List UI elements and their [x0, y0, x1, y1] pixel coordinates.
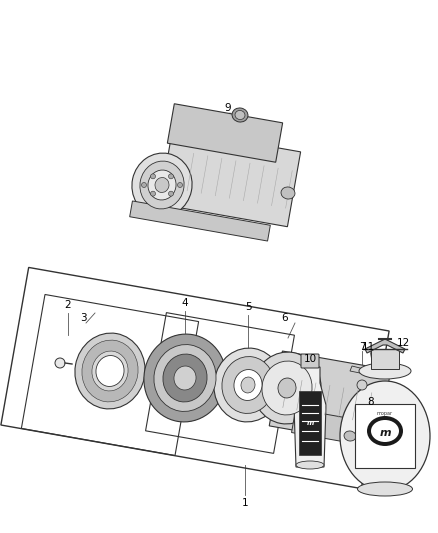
Ellipse shape: [253, 352, 321, 424]
Text: 9: 9: [225, 103, 231, 113]
Polygon shape: [292, 409, 378, 447]
Circle shape: [169, 174, 173, 179]
Polygon shape: [130, 201, 270, 241]
Ellipse shape: [82, 340, 138, 402]
Ellipse shape: [92, 351, 128, 391]
Polygon shape: [269, 351, 391, 445]
Polygon shape: [365, 339, 405, 353]
Text: 11: 11: [361, 342, 374, 352]
Ellipse shape: [278, 378, 296, 398]
Ellipse shape: [140, 161, 184, 209]
Ellipse shape: [144, 334, 226, 422]
Ellipse shape: [234, 369, 262, 400]
Ellipse shape: [222, 357, 274, 414]
Ellipse shape: [371, 420, 399, 442]
Ellipse shape: [174, 366, 196, 390]
Ellipse shape: [96, 356, 124, 386]
Ellipse shape: [214, 348, 282, 422]
Circle shape: [55, 358, 65, 368]
Polygon shape: [159, 130, 300, 227]
Circle shape: [151, 174, 155, 179]
Polygon shape: [355, 404, 415, 468]
Ellipse shape: [232, 108, 248, 122]
Text: 6: 6: [282, 313, 288, 323]
Polygon shape: [371, 349, 399, 369]
Circle shape: [151, 191, 155, 196]
Text: 12: 12: [396, 338, 410, 348]
Ellipse shape: [132, 153, 192, 217]
Polygon shape: [350, 366, 373, 375]
FancyBboxPatch shape: [301, 354, 319, 368]
Ellipse shape: [357, 482, 413, 496]
Ellipse shape: [95, 354, 125, 387]
Circle shape: [357, 380, 367, 390]
Ellipse shape: [154, 344, 216, 411]
Ellipse shape: [340, 381, 430, 491]
Ellipse shape: [359, 363, 411, 379]
Ellipse shape: [296, 461, 324, 469]
Ellipse shape: [281, 187, 295, 199]
Polygon shape: [299, 391, 321, 455]
Text: 2: 2: [65, 300, 71, 310]
Circle shape: [169, 191, 173, 196]
Ellipse shape: [235, 110, 245, 119]
Text: 10: 10: [304, 354, 317, 364]
Circle shape: [141, 182, 146, 188]
Text: m: m: [379, 428, 391, 438]
Circle shape: [177, 182, 183, 188]
Text: mopar: mopar: [377, 410, 393, 416]
Ellipse shape: [75, 333, 145, 409]
Ellipse shape: [155, 177, 169, 192]
Text: 1: 1: [242, 498, 248, 508]
Polygon shape: [294, 367, 326, 467]
Text: 7: 7: [359, 342, 365, 352]
Ellipse shape: [148, 170, 176, 200]
Polygon shape: [167, 104, 283, 162]
Text: m: m: [306, 420, 314, 426]
Text: 4: 4: [182, 298, 188, 308]
Text: 3: 3: [80, 313, 86, 323]
Text: 8: 8: [367, 397, 374, 407]
Ellipse shape: [262, 361, 312, 415]
Ellipse shape: [241, 377, 255, 393]
Ellipse shape: [367, 416, 403, 446]
Ellipse shape: [344, 431, 356, 441]
Ellipse shape: [163, 354, 207, 402]
Text: 5: 5: [245, 302, 251, 312]
